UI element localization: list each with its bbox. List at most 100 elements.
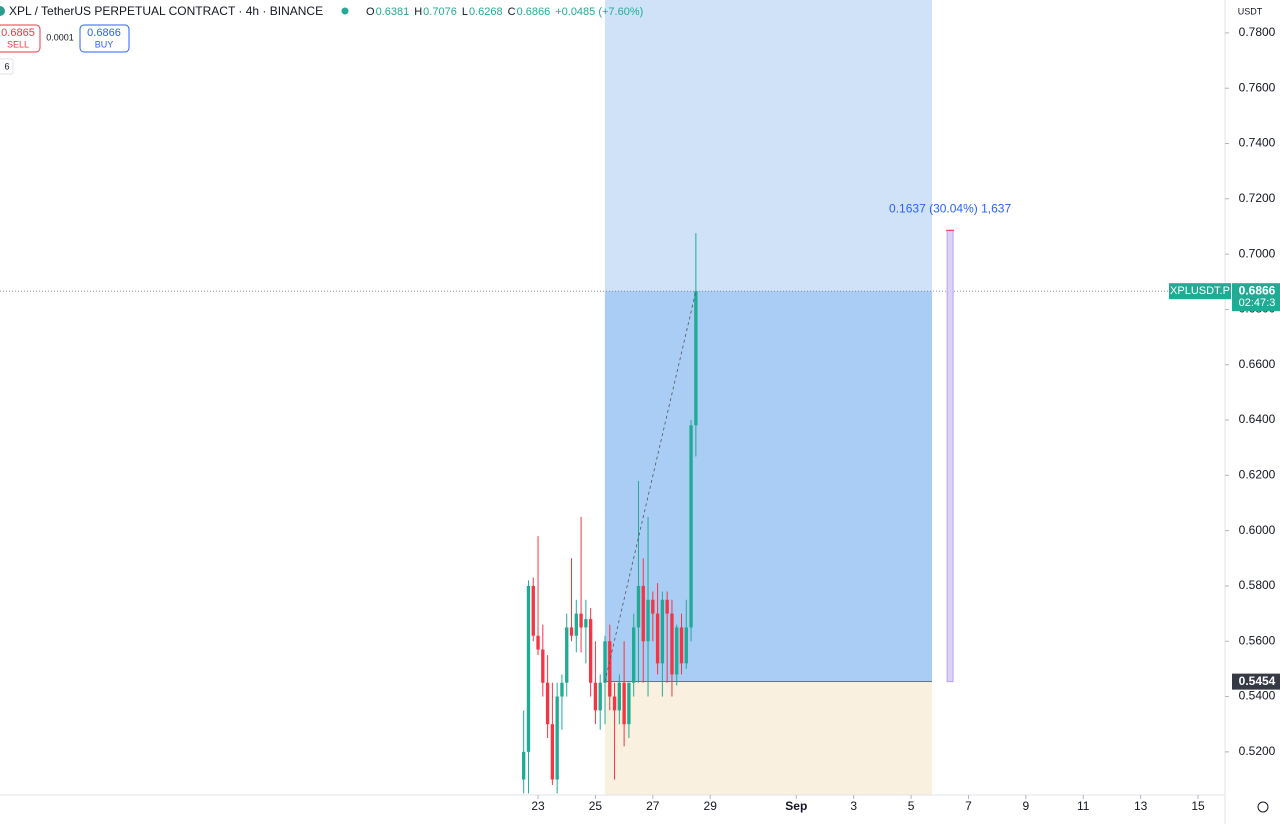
y-tick-label: 0.7000 [1239,246,1276,260]
ohlc-key: C [508,6,516,18]
candle-body [627,682,631,725]
candle-body [679,627,684,664]
sell-label: SELL [7,39,29,49]
candle-body [541,649,545,683]
candle-body [545,682,550,725]
y-tick-label: 0.6600 [1239,357,1276,371]
x-tick-label: 25 [589,799,603,813]
buy-label: BUY [95,39,114,49]
candle-body [569,627,574,636]
symbol-badge [1169,283,1231,300]
candle-body [689,425,693,628]
ohlc-value: 0.6866 [517,6,551,18]
candle-body [588,619,593,683]
x-tick-label: 3 [850,799,857,813]
candle-body [579,613,583,628]
symbol-icon[interactable] [0,6,5,16]
candle-body [694,291,698,426]
candle-body [550,724,555,780]
status-dot [341,7,349,15]
x-tick-label: 9 [1023,799,1030,813]
x-tick-label: 11 [1077,799,1090,813]
settings-icon[interactable] [1257,801,1269,813]
candle-body [651,599,655,614]
candle-body [660,599,665,664]
candle-body [617,682,622,711]
profit-zone-active [604,291,933,682]
candle-body [646,599,650,642]
y-tick-label: 0.6000 [1239,523,1276,537]
x-tick-label: 5 [908,799,915,813]
y-tick-label: 0.7600 [1239,80,1276,94]
candle-body [531,585,535,636]
y-tick-label: 0.6200 [1239,468,1276,482]
candle-body [684,627,688,664]
countdown: 02:47:3 [1239,297,1276,309]
price-change: +0.0485 (+7.60%) [555,6,643,18]
candle-body [608,641,612,697]
candle-body [565,627,569,683]
candle-body [584,619,588,628]
candle-body [536,635,540,650]
x-tick-label: 15 [1191,799,1205,813]
plot-area [0,0,1225,795]
candle-body [593,682,598,711]
buy-price: 0.6866 [87,27,121,39]
candle-body [560,682,564,697]
currency-label[interactable]: USDT [1238,6,1263,16]
y-tick-label: 0.5800 [1239,578,1276,592]
candle-body [555,696,559,780]
x-tick-label: 29 [704,799,718,813]
sell-price: 0.6865 [1,27,35,39]
candle-body [603,641,607,683]
candle-body [522,751,526,780]
y-tick-label: 0.5600 [1239,633,1276,647]
x-tick-label: 13 [1134,799,1148,813]
measure-bar [946,229,954,683]
ohlc-value: 0.6381 [376,6,410,18]
last-price-badge [1232,283,1280,312]
candle-body [632,627,636,683]
candle-body [675,627,679,675]
entry-label: 0.5454 [1239,674,1276,688]
indicator-count: 6 [4,61,9,71]
y-tick-label: 0.5200 [1239,744,1276,758]
y-tick-label: 0.7200 [1239,191,1276,205]
y-tick-label: 0.6400 [1239,412,1276,426]
candle-body [636,585,641,628]
candle-body [655,613,660,664]
last-price-label: 0.6866 [1239,283,1276,297]
candle-body [598,682,602,711]
candle-body [665,599,669,614]
x-tick-label: 7 [965,799,972,813]
indicator-toggle[interactable] [0,58,14,75]
y-tick-label: 0.7800 [1239,25,1276,39]
candle-body [526,585,531,752]
ohlc-key: L [462,6,468,18]
symbol-label: XPLUSDT.P [1170,285,1230,297]
y-tick-label: 0.5400 [1239,689,1276,703]
measure-label: 0.1637 (30.04%) 1,637 [889,202,1011,216]
sell-button[interactable] [0,24,41,53]
x-tick-label: 27 [646,799,660,813]
chart-title[interactable]: XPL / TetherUS PERPETUAL CONTRACT · 4h ·… [9,4,323,18]
y-tick-label: 0.7400 [1239,136,1276,150]
x-tick-label: 23 [531,799,545,813]
ohlc-value: 0.6268 [469,6,503,18]
candle-body [622,682,626,725]
candle-body [574,613,578,636]
projection-line [604,291,697,682]
candle-body [670,613,674,675]
ohlc-value: 0.7076 [423,6,457,18]
candle-body [641,585,645,642]
x-tick-label: Sep [785,799,807,813]
buy-button[interactable] [79,24,130,53]
entry-badge [1232,673,1280,690]
ohlc-header: O 0.6381 H 0.7076 L 0.6268 C 0.6866 +0.0485 (+7.… [366,6,643,18]
candle-body [612,696,617,711]
ohlc-key: O [366,6,375,18]
ohlc-key: H [414,6,422,18]
stop-zone [604,681,933,795]
spread: 0.0001 [46,32,74,42]
